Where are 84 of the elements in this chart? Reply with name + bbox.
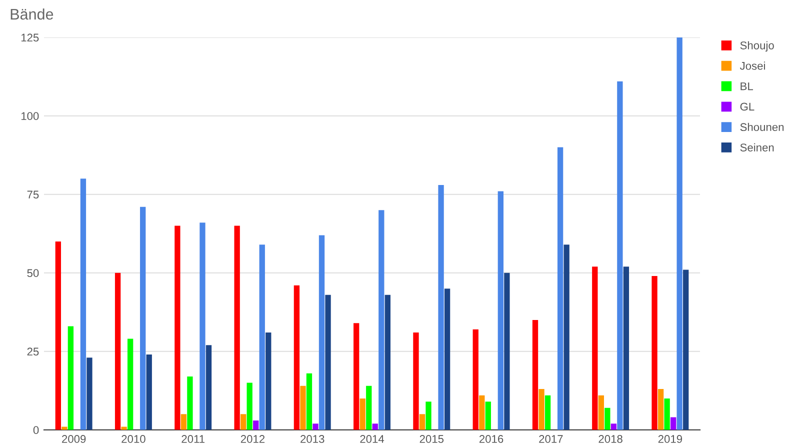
bar [140,206,146,430]
bar [623,266,630,430]
bar [384,294,390,430]
bar [670,417,676,430]
bar [683,270,689,430]
legend-label: Shounen [740,122,784,132]
bar [325,294,331,430]
bar [174,226,180,430]
bar [246,382,252,430]
bar [312,424,318,430]
bar [479,395,485,430]
bar [564,244,570,430]
bar [300,386,306,430]
y-axis-title: Bände [10,8,54,20]
x-tick-label: 2017 [539,435,563,443]
bar [498,191,504,430]
legend-label: Josei [740,62,765,70]
bar [121,426,127,430]
bar [62,426,68,430]
bar [652,276,658,430]
y-tick-label: 75 [27,190,39,199]
bar [676,37,682,430]
y-tick-label: 25 [27,348,39,356]
legend-label: Shoujo [740,41,774,52]
x-tick-label: 2010 [122,435,146,443]
bar [114,272,121,430]
bar [86,358,92,430]
x-tick-label: 2012 [240,435,265,443]
bar [485,402,491,430]
x-tick-label: 2011 [182,435,204,443]
bar [504,272,510,430]
bar [360,398,366,430]
x-tick-label: 2018 [598,435,622,443]
bar [294,285,300,430]
bar [55,241,61,430]
legend-label: BL [740,82,753,90]
bar [592,266,598,430]
x-tick-label: 2013 [300,435,324,443]
x-tick-label: 2014 [360,435,384,443]
bar [532,320,538,430]
bar [68,326,74,430]
bar [127,338,134,430]
x-tick-label: 2019 [658,435,682,443]
bar [610,424,617,430]
bar [544,395,551,430]
bar [664,398,670,430]
bar [259,244,265,430]
bar [372,424,378,430]
legend-label: GL [740,102,754,111]
bar [366,386,372,430]
y-tick-label: 0 [33,426,39,434]
x-tick-label: 2015 [420,435,444,443]
bar [354,323,360,430]
legend-label: Seinen [740,143,774,152]
bar [146,354,152,430]
bar [438,184,444,430]
bar [266,332,272,430]
bar [378,210,384,430]
bar [206,345,212,430]
bar [658,389,664,430]
bar [306,373,312,430]
bar [444,288,450,430]
y-tick-label: 125 [21,34,39,42]
x-tick-label: 2009 [62,435,86,443]
bar [240,414,246,430]
bar [538,389,544,430]
bar [617,81,623,430]
bar [472,329,478,430]
x-tick-label: 2016 [479,435,504,443]
y-tick-label: 50 [27,269,39,278]
bar [234,226,240,430]
bar [200,222,206,430]
bar [604,408,610,430]
bar [80,178,86,430]
bar [426,402,432,430]
bar [187,376,193,430]
bar [598,395,604,430]
bar [180,414,187,430]
bar [419,414,426,430]
y-tick-label: 100 [21,112,39,120]
bar [413,332,419,430]
bar [318,235,325,430]
bar [557,147,564,430]
bar [253,420,259,430]
